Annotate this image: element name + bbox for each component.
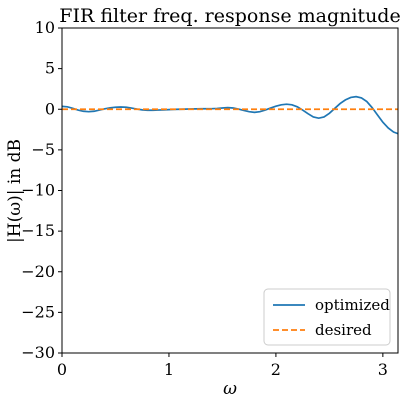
x-axis-ticks: 0 1 2 3 [57,353,388,379]
x-tick-label: 2 [271,360,281,379]
legend-label-optimized: optimized [315,296,390,314]
y-tick-label: 0 [45,99,55,118]
chart-title: FIR filter freq. response magnitude [59,5,400,27]
y-tick-label: −10 [21,181,55,200]
x-tick-label: 0 [57,360,67,379]
series-layer [61,95,399,135]
y-tick-label: −20 [21,262,55,281]
y-tick-label: −30 [21,343,55,362]
x-tick-label: 1 [164,360,174,379]
legend-label-desired: desired [315,321,372,339]
y-tick-label: −5 [31,140,55,159]
x-axis-label: ω [223,379,237,399]
legend-box [263,288,391,346]
y-tick-label: 5 [45,59,55,78]
y-axis-ticks: −30 −25 −20 −15 −10 −5 0 5 10 [21,18,62,362]
x-tick-label: 3 [378,360,388,379]
plot-area: 0 1 2 3 −30 −25 −20 −15 −10 −5 0 5 10 [21,18,399,379]
y-tick-label: −25 [21,302,55,321]
y-tick-label: 10 [35,18,55,37]
series-line-optimized [61,95,399,135]
legend: optimized desired [263,288,391,346]
y-tick-label: −15 [21,221,55,240]
y-axis-label: |H(ω)| in dB [5,139,25,243]
